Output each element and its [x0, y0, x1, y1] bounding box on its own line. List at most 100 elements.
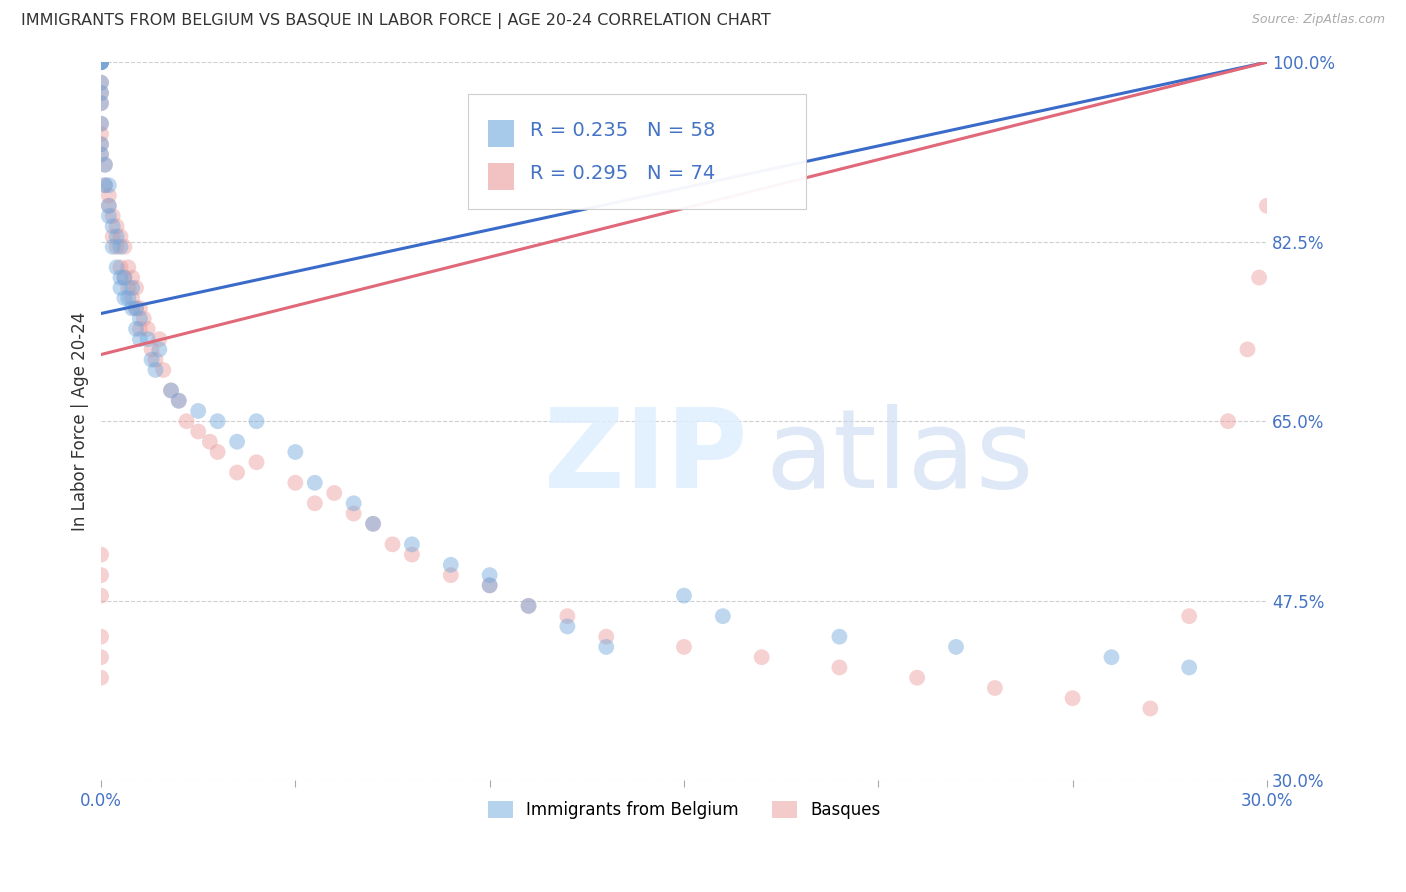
Point — [145, 352, 167, 367]
Point — [595, 630, 617, 644]
Point — [828, 660, 851, 674]
Point — [1256, 199, 1278, 213]
Point — [284, 445, 307, 459]
Point — [112, 270, 135, 285]
Point — [121, 301, 143, 316]
Point — [90, 127, 112, 141]
Point — [90, 76, 112, 90]
Point — [401, 548, 423, 562]
Point — [121, 281, 143, 295]
Text: R = 0.295   N = 74: R = 0.295 N = 74 — [530, 164, 716, 183]
Point — [90, 147, 112, 161]
Point — [90, 86, 112, 100]
Point — [90, 55, 112, 70]
Point — [1101, 650, 1123, 665]
Point — [440, 568, 463, 582]
Point — [125, 301, 148, 316]
Point — [1249, 270, 1271, 285]
Point — [226, 434, 249, 449]
Point — [440, 558, 463, 572]
Point — [132, 311, 155, 326]
Text: IMMIGRANTS FROM BELGIUM VS BASQUE IN LABOR FORCE | AGE 20-24 CORRELATION CHART: IMMIGRANTS FROM BELGIUM VS BASQUE IN LAB… — [21, 13, 770, 29]
Text: ZIP: ZIP — [544, 403, 748, 510]
Point — [381, 537, 404, 551]
Point — [112, 240, 135, 254]
Point — [117, 291, 139, 305]
Point — [207, 414, 229, 428]
Point — [828, 630, 851, 644]
Point — [125, 301, 148, 316]
Point — [90, 55, 112, 70]
Point — [160, 384, 183, 398]
Point — [672, 640, 695, 654]
Point — [167, 393, 190, 408]
Point — [110, 260, 132, 275]
Point — [90, 589, 112, 603]
Point — [110, 270, 132, 285]
Point — [110, 240, 132, 254]
Point — [152, 363, 174, 377]
Y-axis label: In Labor Force | Age 20-24: In Labor Force | Age 20-24 — [72, 311, 89, 531]
Point — [207, 445, 229, 459]
Point — [401, 537, 423, 551]
Point — [198, 434, 221, 449]
Point — [167, 393, 190, 408]
Point — [90, 55, 112, 70]
Point — [323, 486, 346, 500]
Point — [112, 291, 135, 305]
Point — [90, 671, 112, 685]
Point — [90, 86, 112, 100]
Point — [984, 681, 1007, 695]
Point — [751, 650, 773, 665]
Point — [1236, 343, 1258, 357]
Point — [94, 178, 117, 193]
Point — [1139, 701, 1161, 715]
Point — [97, 178, 120, 193]
Point — [90, 548, 112, 562]
Point — [97, 199, 120, 213]
Point — [176, 414, 198, 428]
Point — [517, 599, 540, 613]
Point — [517, 599, 540, 613]
Point — [478, 578, 501, 592]
Point — [129, 322, 152, 336]
Point — [90, 147, 112, 161]
Point — [121, 291, 143, 305]
Point — [90, 55, 112, 70]
Point — [304, 475, 326, 490]
Point — [148, 332, 170, 346]
Text: atlas: atlas — [766, 403, 1033, 510]
Point — [141, 343, 163, 357]
Point — [105, 240, 128, 254]
Point — [90, 96, 112, 111]
Point — [595, 640, 617, 654]
Point — [90, 76, 112, 90]
Point — [90, 55, 112, 70]
Point — [105, 260, 128, 275]
Point — [557, 609, 579, 624]
Point — [90, 117, 112, 131]
Point — [110, 229, 132, 244]
Point — [117, 260, 139, 275]
Text: Source: ZipAtlas.com: Source: ZipAtlas.com — [1251, 13, 1385, 27]
Legend: Immigrants from Belgium, Basques: Immigrants from Belgium, Basques — [481, 795, 887, 826]
Point — [101, 229, 124, 244]
Point — [97, 199, 120, 213]
Point — [129, 332, 152, 346]
Point — [245, 455, 267, 469]
Point — [129, 311, 152, 326]
Point — [343, 496, 366, 510]
Point — [672, 589, 695, 603]
Point — [97, 209, 120, 223]
Point — [478, 568, 501, 582]
Point — [1178, 609, 1201, 624]
Point — [711, 609, 734, 624]
Point — [94, 158, 117, 172]
Point — [90, 96, 112, 111]
Point — [1216, 414, 1239, 428]
Point — [105, 219, 128, 234]
Point — [121, 270, 143, 285]
Bar — [488, 120, 513, 147]
Point — [90, 117, 112, 131]
Point — [226, 466, 249, 480]
